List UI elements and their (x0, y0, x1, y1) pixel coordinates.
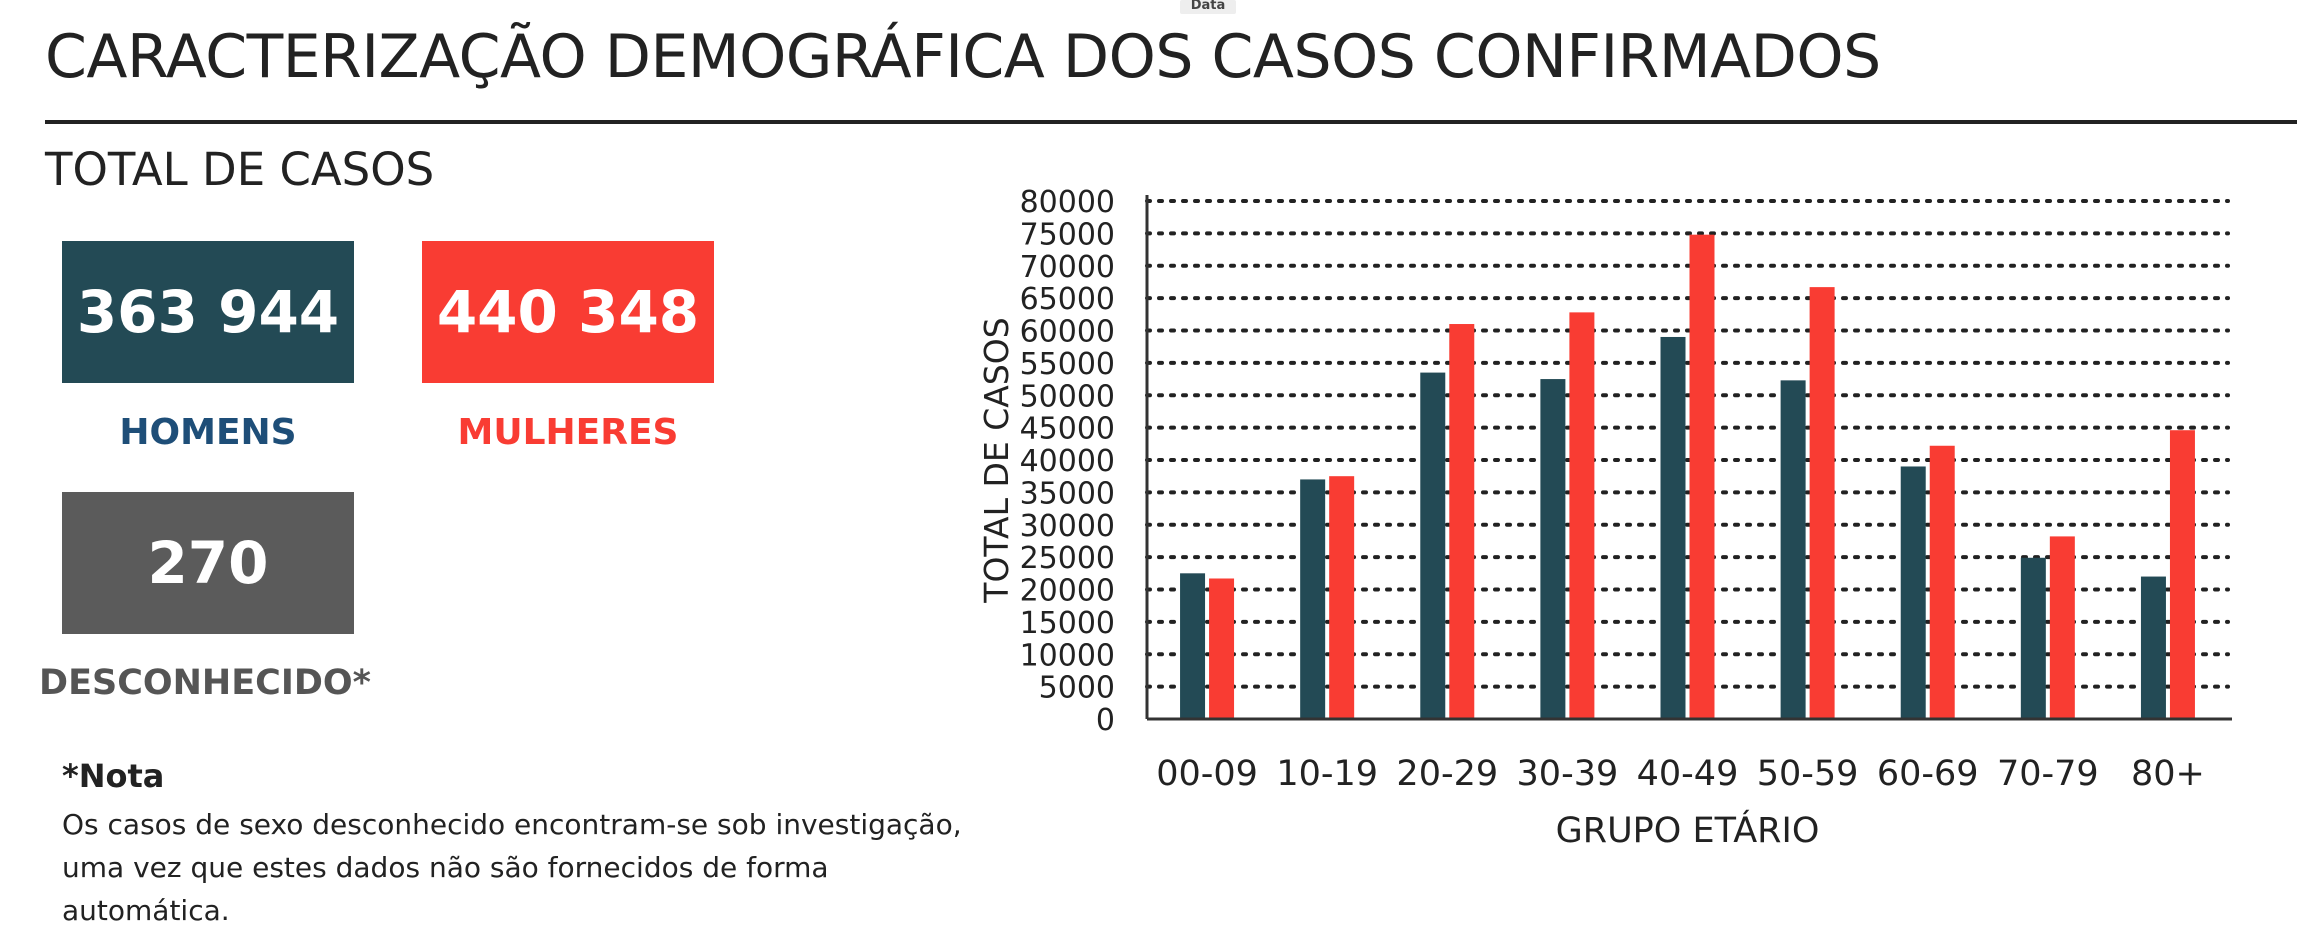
x-tick-label: 50-59 (1757, 754, 1859, 794)
bar (1329, 476, 1355, 719)
y-tick-label: 25000 (1020, 541, 1115, 576)
x-tick-label: 30-39 (1517, 754, 1619, 794)
note-line-1: Os casos de sexo desconhecido encontram-… (62, 808, 962, 841)
note-title: *Nota (62, 757, 165, 795)
age-group-bar-chart: 0500010000150002000025000300003500040000… (977, 185, 2232, 851)
men-total-box: 363 944 (62, 241, 354, 383)
bar (1780, 380, 1806, 719)
y-tick-label: 10000 (1020, 638, 1115, 673)
bar (1180, 573, 1206, 719)
y-tick-label: 20000 (1020, 574, 1115, 609)
y-tick-label: 75000 (1020, 217, 1115, 252)
men-label: HOMENS (119, 412, 297, 453)
unknown-total-box: 270 (62, 492, 354, 634)
unknown-label: DESCONHECIDO* (39, 663, 371, 703)
x-tick-label: 00-09 (1156, 754, 1258, 794)
y-tick-label: 5000 (1039, 671, 1115, 706)
y-tick-label: 80000 (1020, 185, 1115, 220)
bar (2020, 557, 2046, 719)
women-total-box: 440 348 (422, 241, 714, 383)
bar (1449, 324, 1475, 719)
bar (1209, 578, 1235, 719)
bar (2049, 536, 2075, 719)
x-tick-label: 60-69 (1877, 754, 1979, 794)
y-tick-label: 70000 (1020, 250, 1115, 285)
title-divider (45, 120, 2297, 124)
y-tick-label: 30000 (1020, 509, 1115, 544)
x-tick-label: 20-29 (1396, 754, 1498, 794)
women-label: MULHERES (457, 412, 679, 453)
note-line-2: uma vez que estes dados não são fornecid… (62, 851, 829, 927)
bar (2140, 576, 2166, 719)
y-tick-label: 55000 (1020, 347, 1115, 382)
bar (1540, 379, 1566, 719)
y-tick-label: 50000 (1020, 379, 1115, 414)
note-text: Os casos de sexo desconhecido encontram-… (62, 803, 962, 932)
bar (1300, 479, 1326, 719)
data-tag: Data (1180, 0, 1236, 14)
bar (1420, 372, 1446, 719)
page-title: CARACTERIZAÇÃO DEMOGRÁFICA DOS CASOS CON… (45, 22, 1881, 92)
y-tick-label: 45000 (1020, 412, 1115, 447)
x-tick-label: 10-19 (1276, 754, 1378, 794)
x-axis-title: GRUPO ETÁRIO (1556, 809, 1820, 851)
y-tick-label: 65000 (1020, 282, 1115, 317)
total-cases-heading: TOTAL DE CASOS (45, 143, 435, 196)
bar (1689, 234, 1715, 720)
y-axis-title: TOTAL DE CASOS (977, 317, 1016, 603)
bar (1660, 336, 1686, 719)
bar (1569, 312, 1595, 719)
y-tick-label: 15000 (1020, 606, 1115, 641)
x-tick-label: 40-49 (1637, 754, 1739, 794)
bar (2169, 430, 2195, 719)
y-tick-label: 40000 (1020, 444, 1115, 479)
y-tick-label: 60000 (1020, 315, 1115, 350)
x-tick-label: 70-79 (1997, 754, 2099, 794)
y-tick-label: 35000 (1020, 476, 1115, 511)
bar (1929, 445, 1955, 719)
bar (1809, 287, 1835, 719)
bar (1900, 466, 1926, 719)
x-tick-label: 80+ (2131, 754, 2205, 794)
y-tick-label: 0 (1096, 703, 1115, 738)
